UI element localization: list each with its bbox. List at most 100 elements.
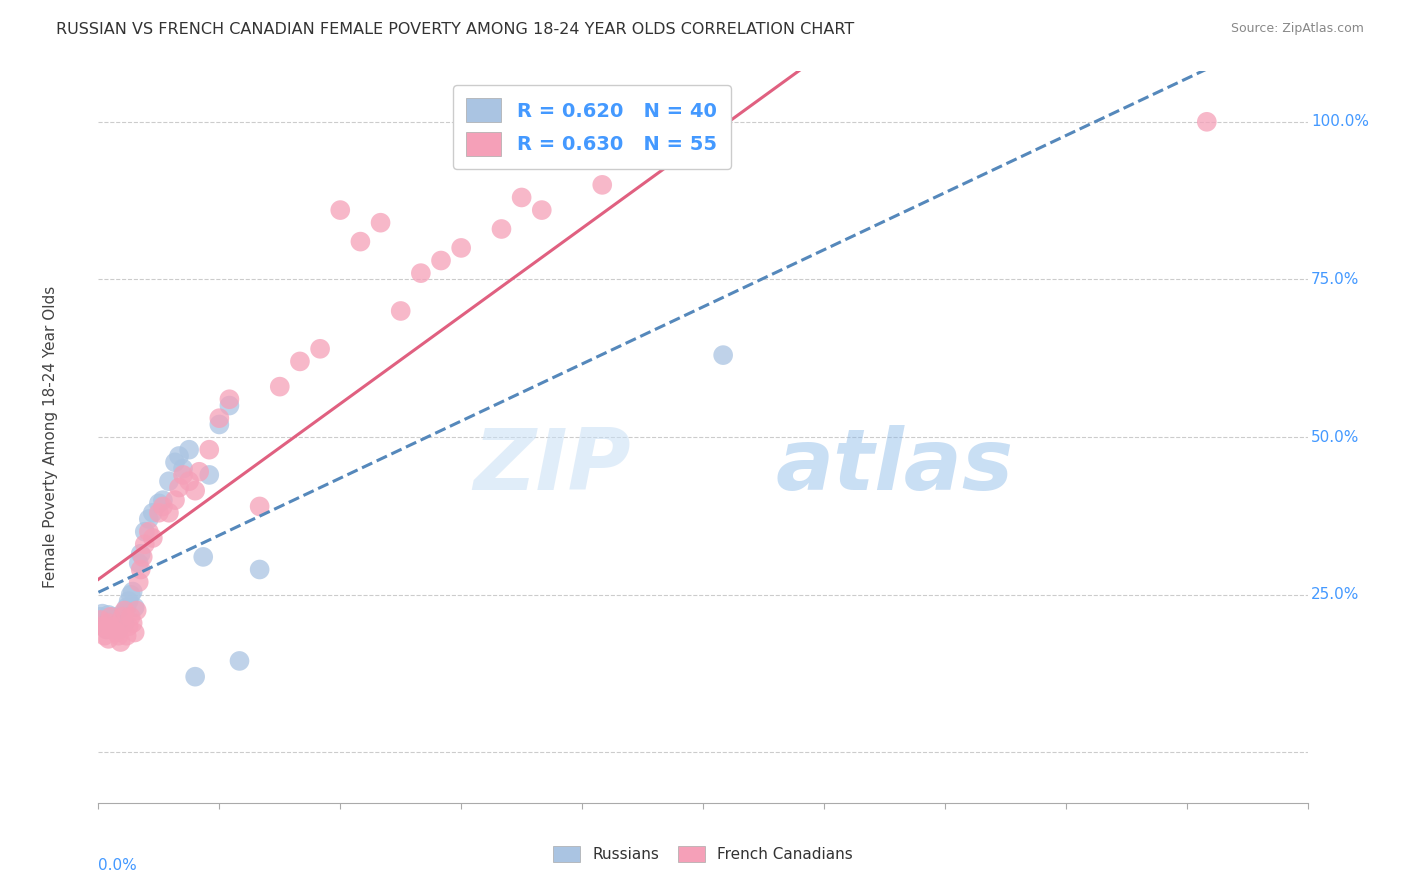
Point — [228, 654, 250, 668]
Point — [97, 607, 120, 622]
Point — [163, 455, 186, 469]
Point — [430, 253, 453, 268]
Point — [96, 623, 118, 637]
Text: 75.0%: 75.0% — [1312, 272, 1360, 287]
Point — [138, 524, 160, 539]
Point — [134, 524, 156, 539]
Point — [172, 461, 194, 475]
Point — [105, 625, 128, 640]
Point — [118, 619, 141, 633]
Point — [124, 625, 146, 640]
Point — [91, 619, 114, 633]
Point — [93, 619, 115, 633]
Text: 100.0%: 100.0% — [1312, 114, 1369, 129]
Point — [157, 474, 180, 488]
Point — [128, 556, 150, 570]
Point — [125, 603, 148, 617]
Point — [591, 178, 613, 192]
Text: Female Poverty Among 18-24 Year Olds: Female Poverty Among 18-24 Year Olds — [42, 286, 58, 588]
Text: ZIP: ZIP — [472, 425, 630, 508]
Point — [309, 342, 332, 356]
Point — [115, 600, 138, 615]
Point — [370, 216, 392, 230]
Point — [103, 619, 125, 633]
Point — [121, 616, 143, 631]
Point — [218, 399, 240, 413]
Point — [129, 547, 152, 561]
Point — [114, 603, 136, 617]
Point — [491, 222, 513, 236]
Point — [89, 613, 111, 627]
Point — [120, 609, 142, 624]
Point — [288, 354, 311, 368]
Point — [167, 481, 190, 495]
Point — [100, 609, 122, 624]
Point — [118, 594, 141, 608]
Point — [193, 549, 215, 564]
Point — [530, 203, 553, 218]
Point — [128, 575, 150, 590]
Point — [184, 670, 207, 684]
Point — [349, 235, 371, 249]
Point — [389, 304, 412, 318]
Point — [510, 190, 533, 204]
Point — [157, 506, 180, 520]
Point — [89, 609, 111, 624]
Point — [129, 562, 152, 576]
Point — [132, 549, 155, 564]
Point — [249, 500, 271, 514]
Point — [120, 588, 142, 602]
Point — [115, 629, 138, 643]
Point — [167, 449, 190, 463]
Point — [179, 474, 201, 488]
Point — [121, 584, 143, 599]
Point — [134, 537, 156, 551]
Point — [96, 623, 118, 637]
Point — [208, 411, 231, 425]
Point — [91, 607, 114, 621]
Point — [107, 616, 129, 631]
Point — [124, 600, 146, 615]
Point — [142, 506, 165, 520]
Point — [142, 531, 165, 545]
Point — [269, 379, 291, 393]
Point — [249, 562, 271, 576]
Point — [163, 493, 186, 508]
Point — [188, 465, 211, 479]
Point — [198, 467, 221, 482]
Text: atlas: atlas — [776, 425, 1014, 508]
Legend: Russians, French Canadians: Russians, French Canadians — [547, 839, 859, 868]
Point — [101, 623, 124, 637]
Point — [107, 623, 129, 637]
Point — [184, 483, 207, 498]
Point — [218, 392, 240, 407]
Point — [107, 629, 129, 643]
Point — [651, 115, 673, 129]
Point — [110, 609, 132, 624]
Point — [105, 619, 128, 633]
Point — [208, 417, 231, 432]
Point — [110, 635, 132, 649]
Point — [148, 496, 170, 510]
Text: RUSSIAN VS FRENCH CANADIAN FEMALE POVERTY AMONG 18-24 YEAR OLDS CORRELATION CHAR: RUSSIAN VS FRENCH CANADIAN FEMALE POVERT… — [56, 22, 855, 37]
Point — [179, 442, 201, 457]
Point — [114, 616, 136, 631]
Point — [138, 512, 160, 526]
Point — [101, 609, 124, 624]
Point — [100, 613, 122, 627]
Point — [97, 632, 120, 646]
Point — [198, 442, 221, 457]
Text: 0.0%: 0.0% — [98, 858, 138, 872]
Point — [329, 203, 352, 218]
Point — [450, 241, 472, 255]
Point — [152, 493, 174, 508]
Point — [148, 506, 170, 520]
Point — [97, 616, 120, 631]
Point — [93, 629, 115, 643]
Point — [111, 607, 134, 621]
Point — [1195, 115, 1218, 129]
Point — [172, 467, 194, 482]
Text: Source: ZipAtlas.com: Source: ZipAtlas.com — [1230, 22, 1364, 36]
Point — [409, 266, 432, 280]
Point — [152, 500, 174, 514]
